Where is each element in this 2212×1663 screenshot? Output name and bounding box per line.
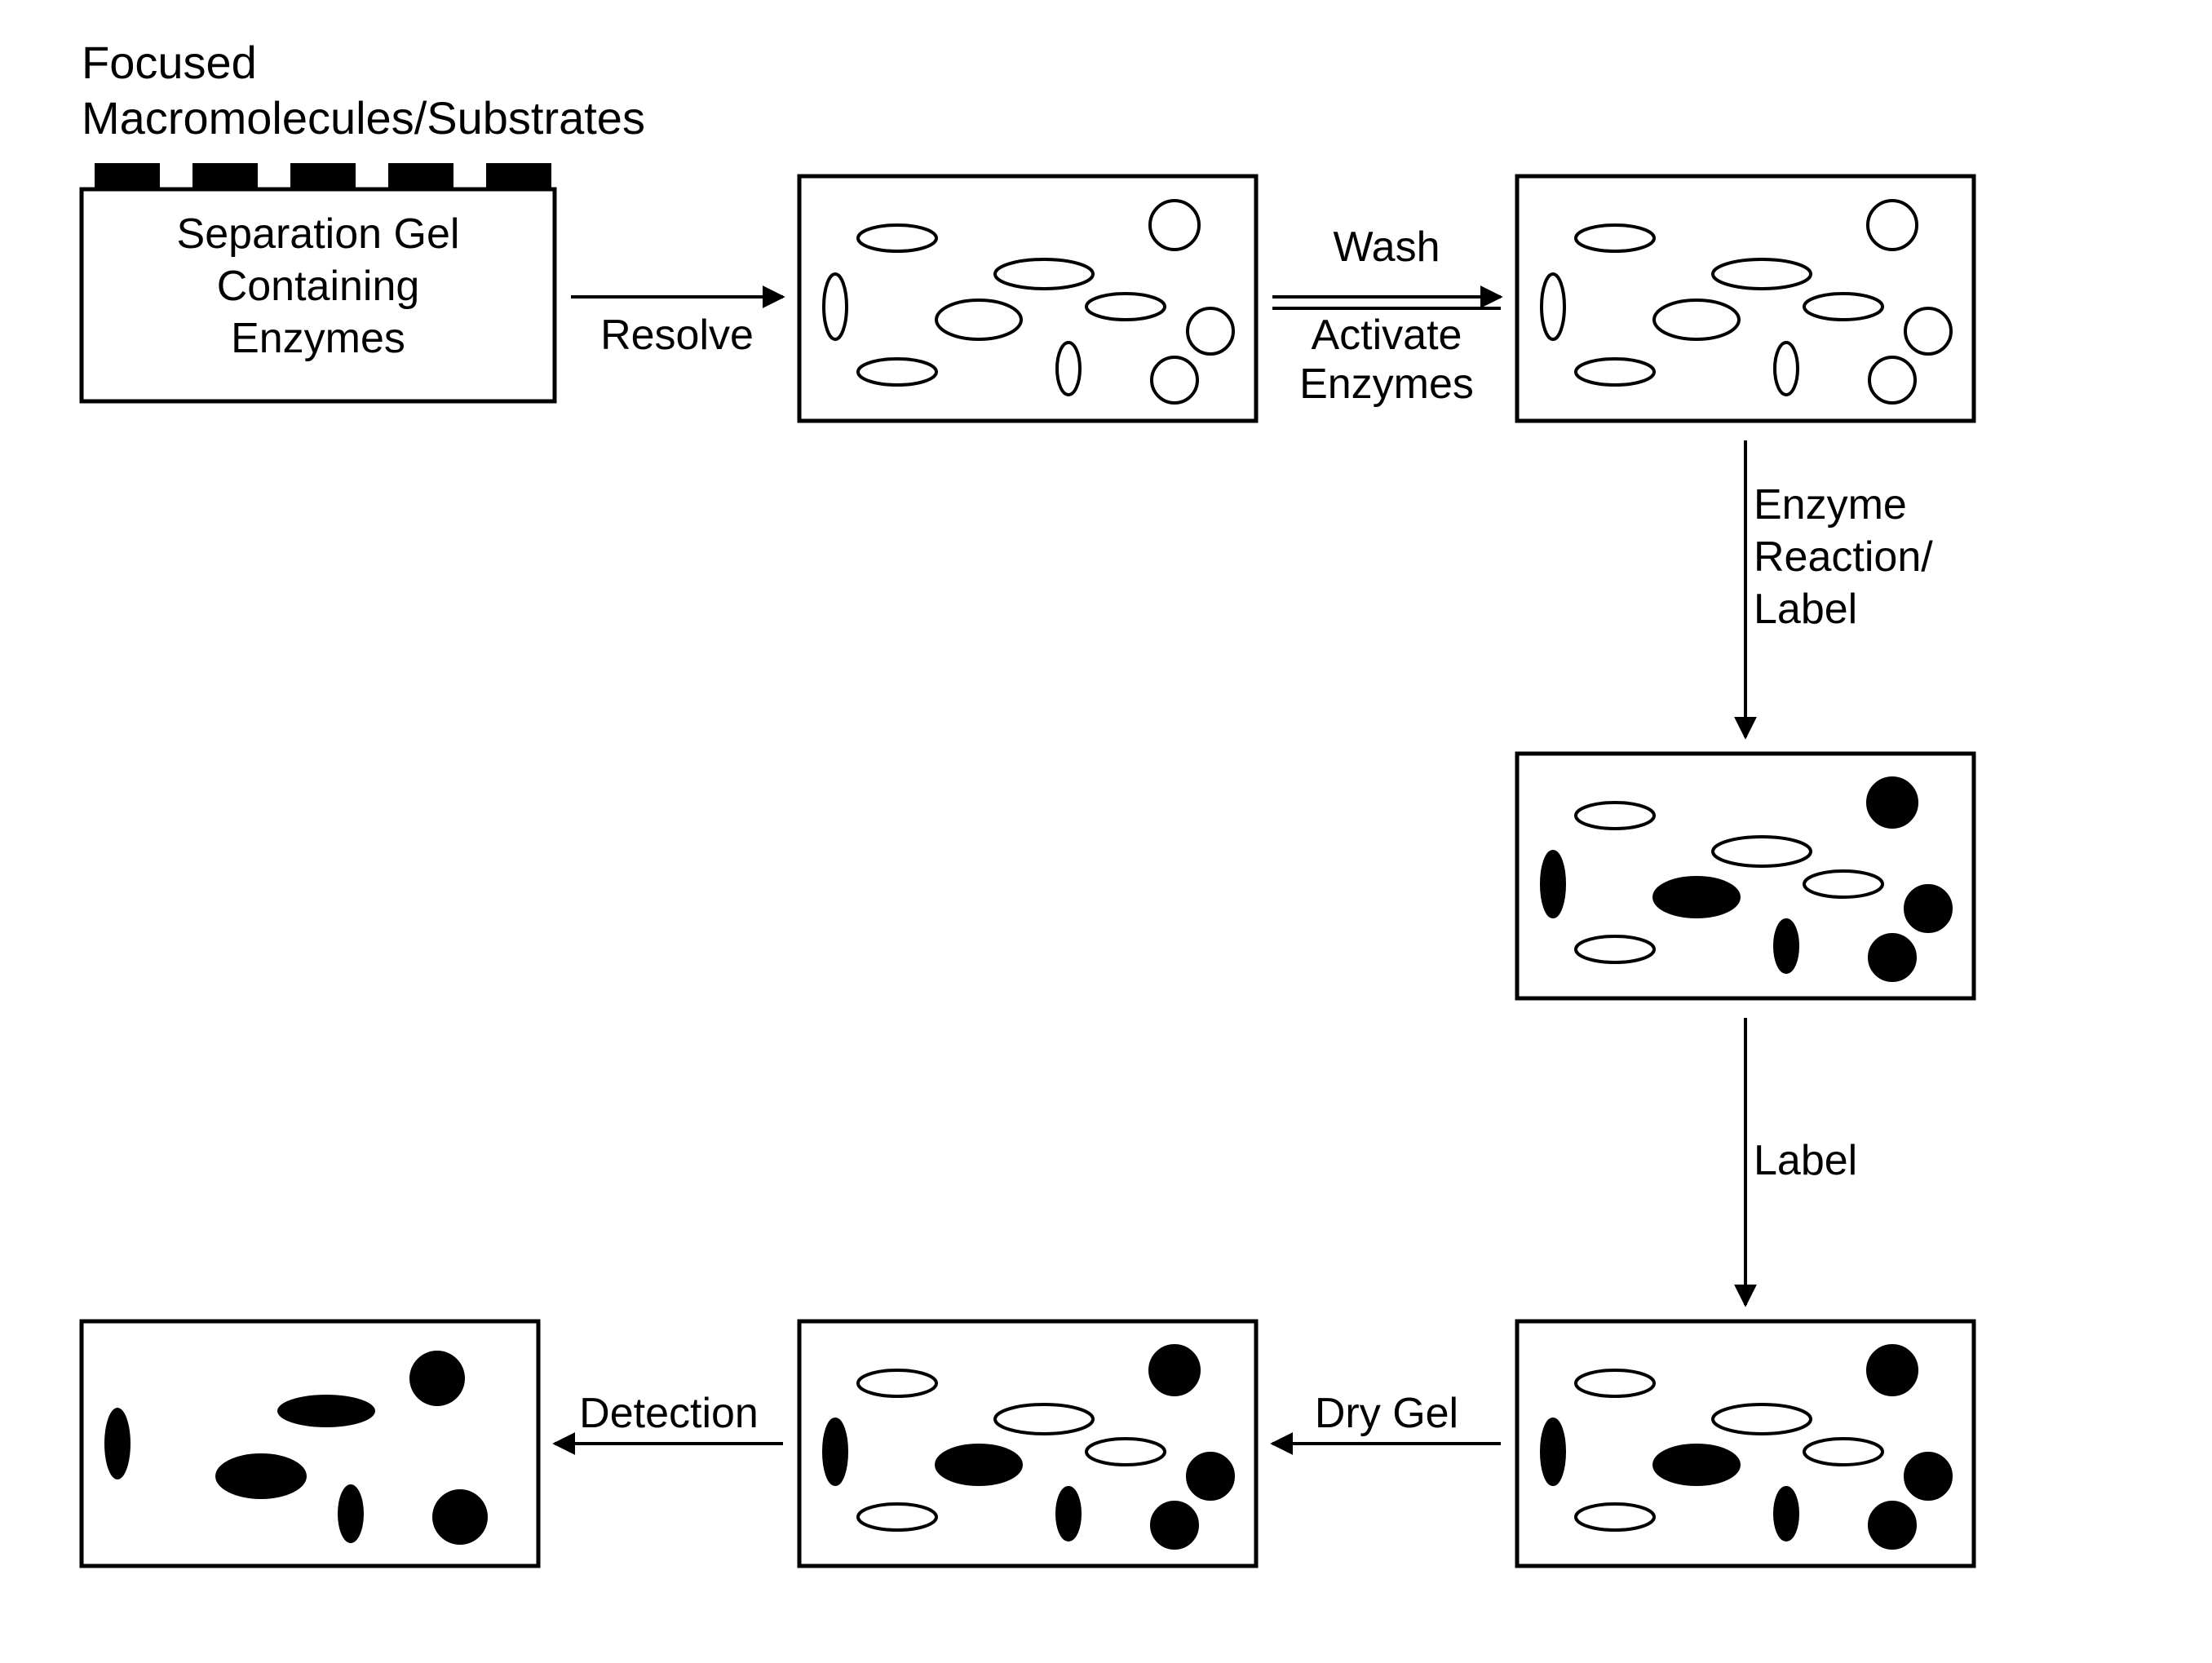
- gel-spot: [824, 274, 847, 339]
- gel-spot: [1542, 851, 1564, 917]
- gel-spot: [1804, 294, 1882, 320]
- arrow-enzyme-reaction-label-2: Label: [1754, 586, 1857, 633]
- gel-box-detection: [82, 1321, 538, 1566]
- gel-box-labeled: [1517, 1321, 1974, 1566]
- gel-spot: [1869, 1502, 1915, 1548]
- arrow-wash-activate-label-1: Activate: [1312, 312, 1462, 359]
- gel-spot: [1869, 935, 1915, 980]
- gel-spot: [995, 259, 1093, 289]
- gel-spot: [1713, 837, 1811, 866]
- gel-spot: [1542, 1419, 1564, 1484]
- gel-spot: [1188, 308, 1233, 354]
- gel-spot: [277, 1395, 375, 1427]
- gel-spot: [1576, 1370, 1654, 1396]
- gel-spot: [1152, 357, 1197, 403]
- gel-spot: [995, 1404, 1093, 1434]
- sample-well: [388, 163, 453, 189]
- sample-well: [95, 163, 160, 189]
- gel-spot: [1868, 201, 1917, 250]
- gel-spot: [858, 1370, 936, 1396]
- box1-line1: Separation Gel: [177, 210, 460, 258]
- gel-spot: [1576, 1504, 1654, 1530]
- gel-spot: [1869, 357, 1915, 403]
- gel-spot: [1150, 1346, 1199, 1395]
- gel-spot: [1775, 920, 1798, 972]
- arrow-dry-gel-label-0: Dry Gel: [1315, 1390, 1458, 1437]
- gel-spot: [1804, 1439, 1882, 1465]
- gel-spot: [1576, 803, 1654, 829]
- gel-spot: [338, 1484, 364, 1543]
- gel-spot: [1086, 294, 1165, 320]
- sample-well: [290, 163, 356, 189]
- arrow-wash-activate-label-2: Enzymes: [1299, 360, 1474, 408]
- gel-spot: [1868, 1346, 1917, 1395]
- gel-spot: [1057, 1488, 1080, 1540]
- gel-box-reacted: [1517, 754, 1974, 998]
- gel-spot: [104, 1408, 131, 1479]
- gel-spot: [432, 1489, 488, 1545]
- gel-spot: [1775, 343, 1798, 395]
- gel-spot: [1576, 359, 1654, 385]
- gel-spot: [1654, 300, 1739, 339]
- arrow-label-label-0: Label: [1754, 1137, 1857, 1184]
- gel-spot: [1654, 878, 1739, 917]
- gel-box-dried: [799, 1321, 1256, 1566]
- header-line-2: Macromolecules/Substrates: [82, 92, 645, 144]
- gel-spot: [824, 1419, 847, 1484]
- gel-spot: [1057, 343, 1080, 395]
- header-line-1: Focused: [82, 37, 257, 88]
- gel-spot: [1713, 1404, 1811, 1434]
- gel-spot: [858, 1504, 936, 1530]
- gel-spot: [1905, 1453, 1951, 1499]
- gel-spot: [1188, 1453, 1233, 1499]
- gel-spot: [1152, 1502, 1197, 1548]
- arrow-enzyme-reaction-label-1: Reaction/: [1754, 533, 1933, 581]
- gel-spot: [1576, 225, 1654, 251]
- gel-spot: [1086, 1439, 1165, 1465]
- arrow-detection-label-0: Detection: [579, 1390, 759, 1437]
- gel-spot: [1775, 1488, 1798, 1540]
- gel-spot: [1804, 871, 1882, 897]
- gel-spot: [215, 1453, 307, 1499]
- arrow-wash-activate-label-0: Wash: [1334, 223, 1440, 271]
- gel-spot: [858, 225, 936, 251]
- box1-line3: Enzymes: [231, 315, 405, 362]
- gel-spot: [936, 300, 1021, 339]
- gel-spot: [409, 1351, 465, 1406]
- gel-spot: [1868, 778, 1917, 827]
- gel-spot: [858, 359, 936, 385]
- arrow-enzyme-reaction-label-0: Enzyme: [1754, 481, 1907, 529]
- gel-spot: [1576, 936, 1654, 962]
- gel-spot: [1150, 201, 1199, 250]
- gel-spot: [936, 1445, 1021, 1484]
- arrow-resolve-label-0: Resolve: [600, 312, 754, 359]
- gel-spot: [1654, 1445, 1739, 1484]
- sample-well: [486, 163, 551, 189]
- gel-box-washed: [1517, 176, 1974, 421]
- gel-spot: [1542, 274, 1564, 339]
- gel-box-resolved: [799, 176, 1256, 421]
- gel-spot: [1713, 259, 1811, 289]
- gel-spot: [1905, 886, 1951, 931]
- gel-spot: [1905, 308, 1951, 354]
- sample-well: [192, 163, 258, 189]
- box1-line2: Containing: [217, 263, 420, 310]
